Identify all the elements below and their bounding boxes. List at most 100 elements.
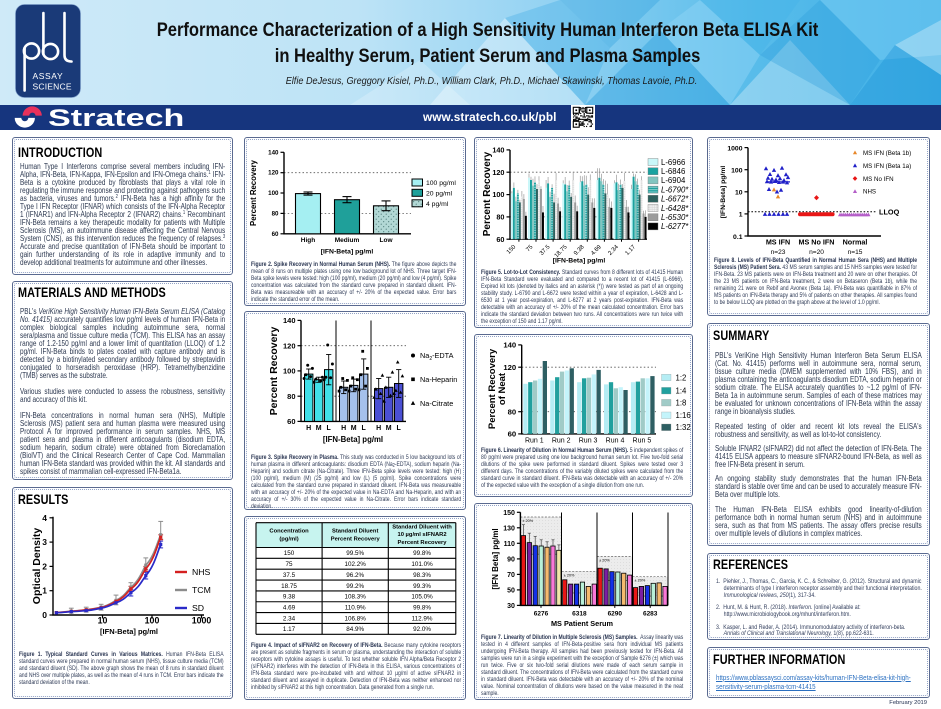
svg-text:75: 75 xyxy=(286,561,294,568)
svg-text:1: 1 xyxy=(42,585,47,595)
svg-text:1000: 1000 xyxy=(192,615,212,625)
svg-text:L-6530*: L-6530* xyxy=(661,213,689,222)
svg-text:Low: Low xyxy=(380,237,394,244)
svg-text:9.38: 9.38 xyxy=(573,243,586,256)
svg-text:± 20%: ± 20% xyxy=(635,579,646,583)
svg-text:80: 80 xyxy=(272,210,279,217)
svg-text:99.8%: 99.8% xyxy=(413,604,431,611)
svg-text:75: 75 xyxy=(525,243,534,252)
svg-text:± 20%: ± 20% xyxy=(522,519,533,523)
svg-text:1:32: 1:32 xyxy=(676,423,691,432)
svg-text:MS IFN: MS IFN xyxy=(766,237,790,246)
svg-text:10: 10 xyxy=(735,189,743,196)
svg-text:80: 80 xyxy=(287,392,295,401)
svg-text:10 µg/ml sIFNAR2: 10 µg/ml sIFNAR2 xyxy=(398,532,447,538)
svg-text:4 pg/ml: 4 pg/ml xyxy=(426,200,449,207)
svg-text:0.1: 0.1 xyxy=(733,233,743,240)
svg-text:[IFN-Beta] pg/ml: [IFN-Beta] pg/ml xyxy=(553,257,606,264)
svg-text:84.9%: 84.9% xyxy=(346,626,364,633)
svg-text:120: 120 xyxy=(268,169,279,176)
svg-text:Run 5: Run 5 xyxy=(633,437,652,444)
svg-text:150: 150 xyxy=(284,550,295,557)
svg-text:n=15: n=15 xyxy=(848,249,863,256)
svg-text:Run 4: Run 4 xyxy=(606,437,625,444)
svg-text:Optical Density: Optical Density xyxy=(31,527,43,604)
svg-text:1.17: 1.17 xyxy=(283,626,296,633)
svg-text:20 pg/ml: 20 pg/ml xyxy=(426,190,453,197)
svg-text:[IFN-Beta] pg/ml: [IFN-Beta] pg/ml xyxy=(321,248,374,255)
svg-text:6318: 6318 xyxy=(572,610,587,617)
svg-text:1:16: 1:16 xyxy=(676,411,691,420)
svg-text:100: 100 xyxy=(268,190,279,197)
svg-text:100: 100 xyxy=(731,167,743,174)
svg-text:ASSAY: ASSAY xyxy=(33,71,64,81)
svg-text:37.5: 37.5 xyxy=(283,571,296,578)
svg-text:92.0%: 92.0% xyxy=(413,626,431,633)
svg-text:M: M xyxy=(316,425,322,432)
svg-text:130: 130 xyxy=(503,526,515,533)
svg-text:1:8: 1:8 xyxy=(676,398,687,407)
svg-text:L-6428*: L-6428* xyxy=(661,203,689,212)
svg-text:9.38: 9.38 xyxy=(283,593,296,600)
svg-text:60: 60 xyxy=(508,429,517,438)
svg-text:[IFN Beta] pg/ml: [IFN Beta] pg/ml xyxy=(491,528,500,589)
svg-text:TCM: TCM xyxy=(192,585,211,595)
svg-text:L-6904: L-6904 xyxy=(661,176,686,185)
svg-text:70: 70 xyxy=(507,572,515,579)
svg-text:60: 60 xyxy=(272,230,279,237)
svg-text:110.9%: 110.9% xyxy=(345,604,366,611)
svg-text:6290: 6290 xyxy=(608,610,623,617)
svg-text:(pg/ml): (pg/ml) xyxy=(279,536,298,542)
svg-text:Percent Recovery: Percent Recovery xyxy=(398,539,448,545)
svg-text:Medium: Medium xyxy=(335,237,360,244)
svg-text:L-6672*: L-6672* xyxy=(661,194,689,203)
svg-text:NHS: NHS xyxy=(863,188,876,195)
svg-text:L-6966: L-6966 xyxy=(661,157,685,166)
svg-text:± 20%: ± 20% xyxy=(564,573,575,577)
svg-text:MS No IFN: MS No IFN xyxy=(799,237,835,246)
svg-text:1000: 1000 xyxy=(727,145,742,152)
svg-text:100 pg/ml: 100 pg/ml xyxy=(426,180,456,187)
svg-text:1:4: 1:4 xyxy=(676,386,688,395)
svg-text:112.9%: 112.9% xyxy=(412,615,433,622)
svg-text:106.8%: 106.8% xyxy=(345,615,367,622)
svg-text:Normal: Normal xyxy=(843,237,868,246)
svg-text:Percent Recovery: Percent Recovery xyxy=(331,536,381,542)
svg-text:1:2: 1:2 xyxy=(676,373,687,382)
svg-text:Na-Heparin: Na-Heparin xyxy=(420,375,457,384)
svg-text:105.0%: 105.0% xyxy=(411,593,433,600)
svg-text:60: 60 xyxy=(287,417,295,426)
svg-text:NHS: NHS xyxy=(192,567,211,577)
svg-text:H: H xyxy=(341,425,346,432)
svg-text:MS Patient Serum: MS Patient Serum xyxy=(551,619,614,628)
svg-text:L-6277*: L-6277* xyxy=(661,222,689,231)
svg-text:High: High xyxy=(301,237,315,244)
svg-text:of Neat: of Neat xyxy=(497,372,508,405)
svg-text:30: 30 xyxy=(507,603,515,610)
svg-text:6283: 6283 xyxy=(643,610,658,617)
svg-text:0: 0 xyxy=(42,610,47,620)
svg-text:Percent Recovery: Percent Recovery xyxy=(487,348,498,429)
svg-text:L: L xyxy=(397,425,402,432)
svg-text:Standard Diluent: Standard Diluent xyxy=(332,528,378,534)
svg-text:50: 50 xyxy=(507,588,515,595)
svg-text:n=23: n=23 xyxy=(771,249,786,256)
svg-text:M: M xyxy=(351,425,357,432)
svg-text:3: 3 xyxy=(42,537,47,547)
svg-text:120: 120 xyxy=(492,167,504,176)
svg-text:L: L xyxy=(327,425,332,432)
svg-text:M: M xyxy=(386,425,392,432)
svg-text:140: 140 xyxy=(283,316,296,325)
svg-text:SCIENCE: SCIENCE xyxy=(33,81,72,91)
svg-text:Na-Citrate: Na-Citrate xyxy=(420,399,453,408)
svg-text:90: 90 xyxy=(507,557,515,564)
svg-text:99.2%: 99.2% xyxy=(346,582,364,589)
svg-text:4.69: 4.69 xyxy=(590,243,603,256)
svg-text:2: 2 xyxy=(42,561,47,571)
svg-text:H: H xyxy=(376,425,381,432)
svg-text:99.5%: 99.5% xyxy=(346,550,364,557)
svg-text:108.3%: 108.3% xyxy=(345,593,367,600)
svg-text:Percent Recovery: Percent Recovery xyxy=(249,159,258,226)
svg-text:4: 4 xyxy=(42,512,47,522)
svg-text:80: 80 xyxy=(508,407,517,416)
